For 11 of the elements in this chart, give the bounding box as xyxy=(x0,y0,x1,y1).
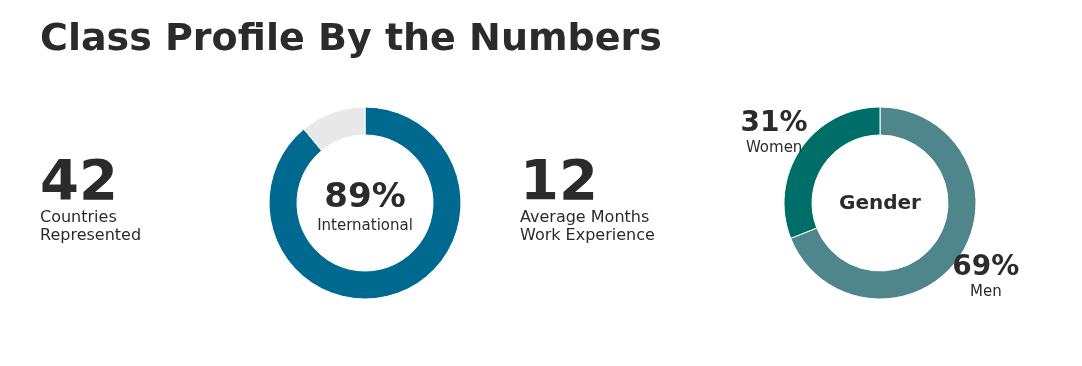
slice-label: International xyxy=(317,216,413,234)
data-label: 31% xyxy=(740,105,808,139)
donut-slice xyxy=(268,106,462,300)
slice-label: Women xyxy=(745,138,803,157)
data-label: 69% xyxy=(952,248,1020,282)
text: Average Months Work Experience xyxy=(520,207,655,244)
data-label: 89% xyxy=(324,175,406,215)
text: Countries Represented xyxy=(40,207,142,244)
text: Gender xyxy=(839,190,922,214)
slice-label: Men xyxy=(970,281,1002,300)
text: Class Profile By the Numbers xyxy=(40,15,662,59)
